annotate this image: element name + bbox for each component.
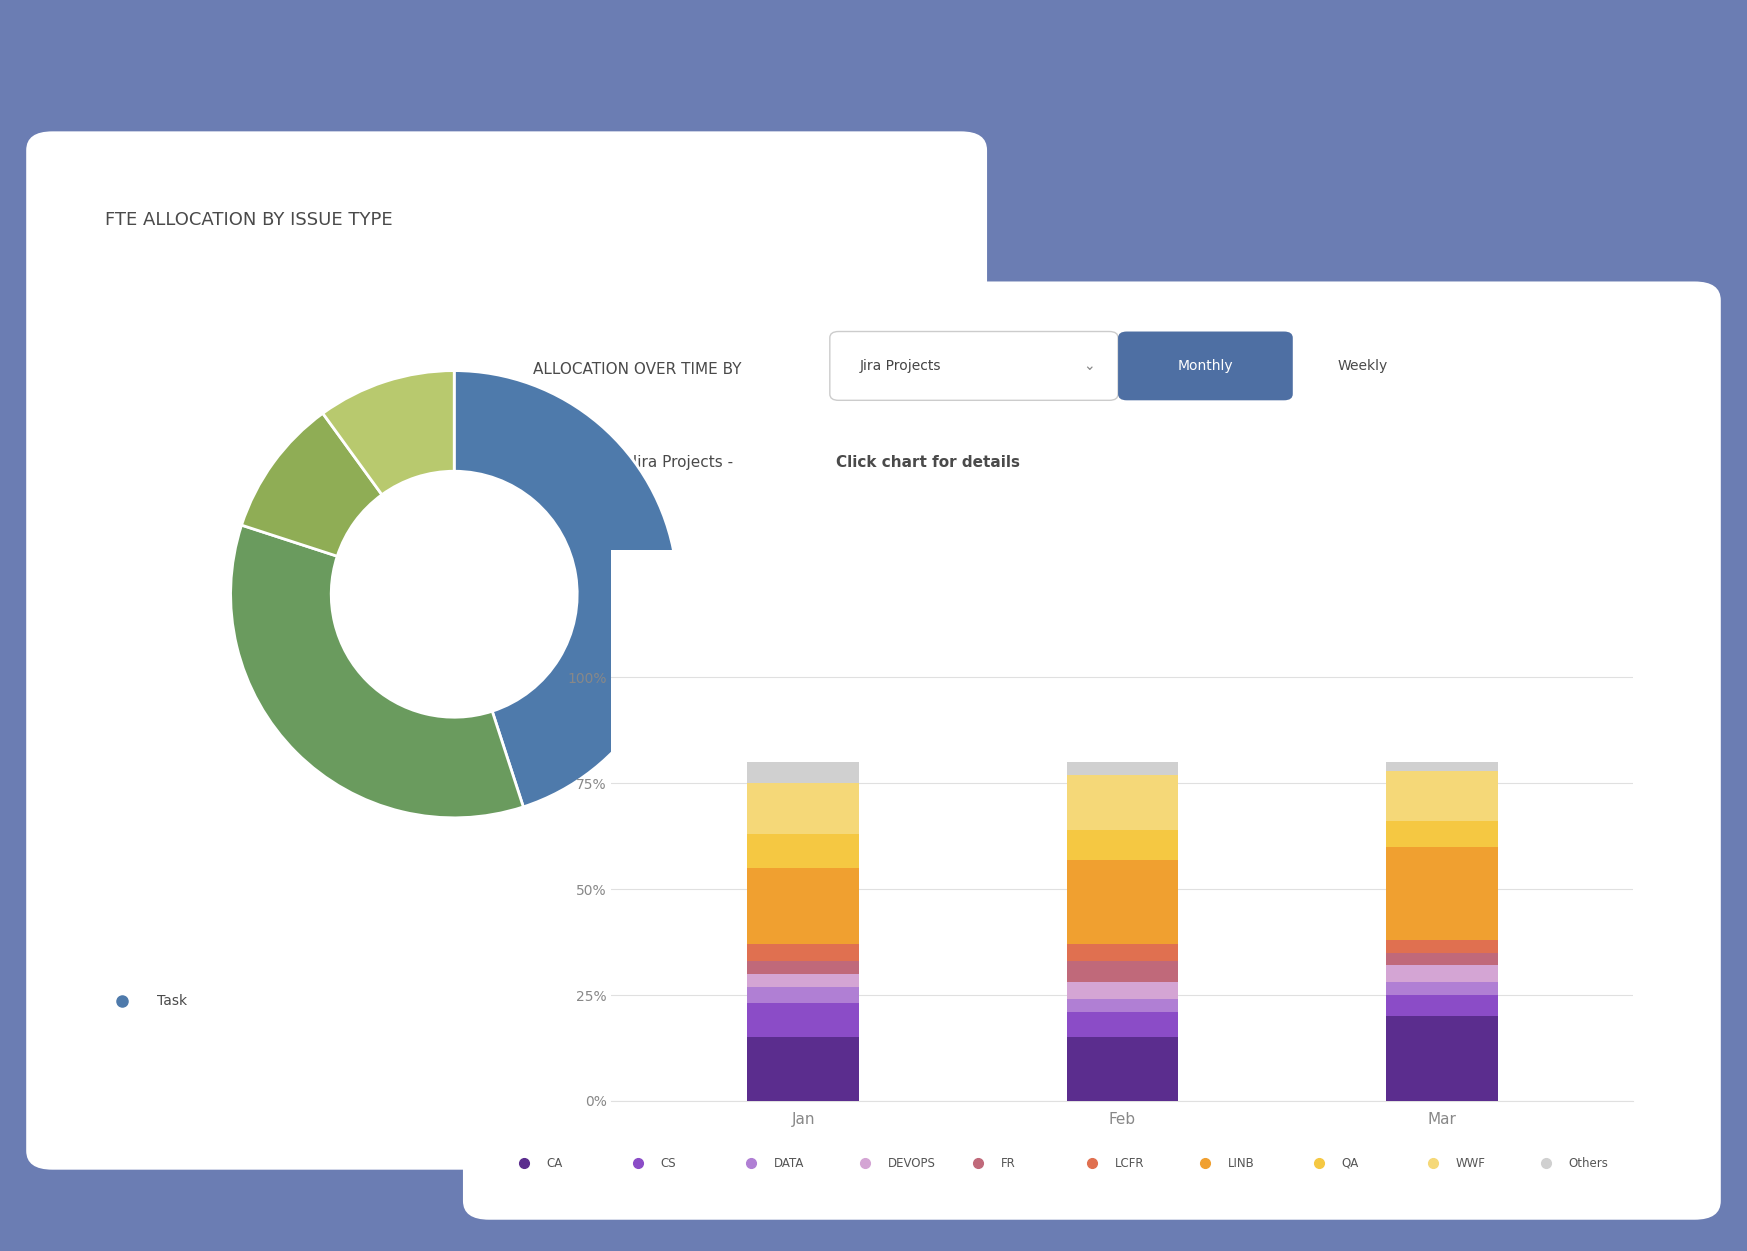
Bar: [1385, 762, 1497, 771]
Wedge shape: [454, 370, 678, 807]
Text: Click chart for details: Click chart for details: [837, 455, 1020, 470]
Bar: [1067, 982, 1177, 1000]
Bar: [748, 868, 860, 945]
Text: Task: Task: [157, 993, 187, 1008]
Bar: [748, 834, 860, 868]
Wedge shape: [231, 525, 524, 818]
Text: Showing top Jira Projects -: Showing top Jira Projects -: [533, 455, 737, 470]
Bar: [1067, 945, 1177, 961]
Text: Monthly: Monthly: [1177, 359, 1233, 373]
Bar: [748, 987, 860, 1003]
Bar: [748, 945, 860, 961]
Text: CS: CS: [660, 1157, 676, 1170]
Text: DATA: DATA: [774, 1157, 804, 1170]
Text: FTE ALLOCATION BY ISSUE TYPE: FTE ALLOCATION BY ISSUE TYPE: [105, 211, 393, 229]
Bar: [748, 762, 860, 783]
Bar: [748, 961, 860, 973]
Bar: [1067, 859, 1177, 945]
Bar: [1067, 1012, 1177, 1037]
Text: Weekly: Weekly: [1338, 359, 1387, 373]
Bar: [1067, 961, 1177, 982]
Bar: [1385, 995, 1497, 1016]
Text: Jira Projects: Jira Projects: [860, 359, 942, 373]
Bar: [1385, 966, 1497, 982]
Bar: [1067, 829, 1177, 859]
Bar: [1067, 774, 1177, 829]
Bar: [1385, 1016, 1497, 1101]
Text: Others: Others: [1569, 1157, 1609, 1170]
Wedge shape: [323, 370, 454, 494]
FancyBboxPatch shape: [463, 281, 1721, 1220]
Text: CA: CA: [547, 1157, 563, 1170]
Bar: [1067, 762, 1177, 774]
Bar: [1385, 940, 1497, 953]
Bar: [1385, 822, 1497, 847]
Text: WWF: WWF: [1455, 1157, 1485, 1170]
Text: FR: FR: [1001, 1157, 1015, 1170]
Text: LCFR: LCFR: [1115, 1157, 1144, 1170]
FancyBboxPatch shape: [26, 131, 987, 1170]
Bar: [748, 973, 860, 987]
Text: LINB: LINB: [1228, 1157, 1254, 1170]
Text: QA: QA: [1342, 1157, 1359, 1170]
Bar: [1385, 847, 1497, 940]
Bar: [1385, 953, 1497, 966]
Bar: [748, 1037, 860, 1101]
Wedge shape: [241, 413, 383, 557]
FancyBboxPatch shape: [1118, 332, 1293, 400]
Bar: [748, 1003, 860, 1037]
Bar: [1067, 1000, 1177, 1012]
Bar: [1385, 982, 1497, 995]
Bar: [1385, 771, 1497, 822]
Text: DEVOPS: DEVOPS: [887, 1157, 935, 1170]
Text: ALLOCATION OVER TIME BY: ALLOCATION OVER TIME BY: [533, 362, 741, 377]
Bar: [1067, 1037, 1177, 1101]
FancyBboxPatch shape: [830, 332, 1118, 400]
Bar: [748, 783, 860, 834]
Text: ⌄: ⌄: [1083, 359, 1095, 373]
